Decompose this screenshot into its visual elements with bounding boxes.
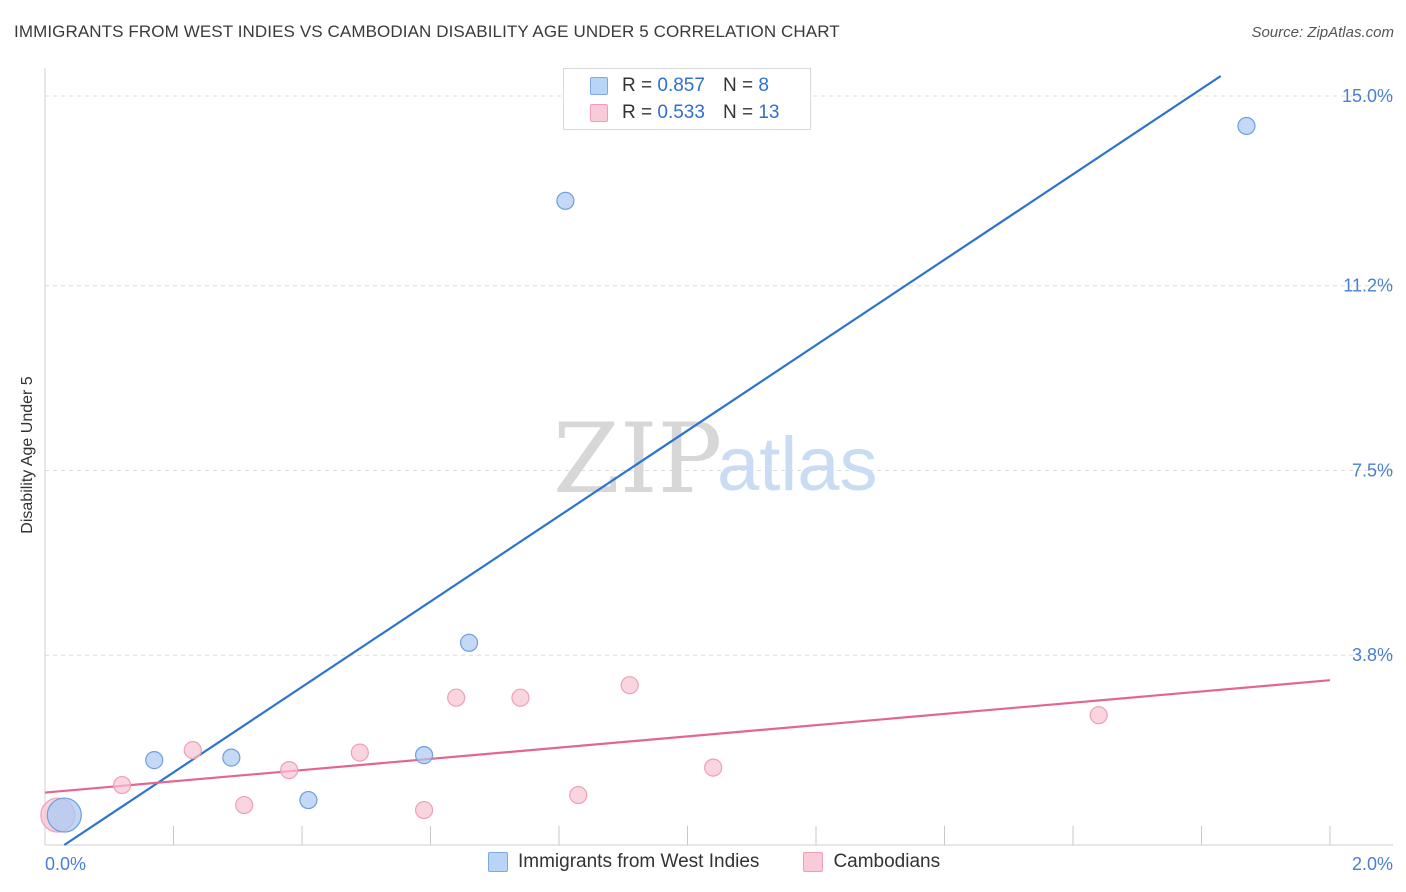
series-legend-west-indies: Immigrants from West Indies <box>488 851 759 873</box>
tick-labels: 3.8% 7.5% 11.2% 15.0% 0.0% 2.0% <box>45 86 1393 874</box>
data-point-cambodians <box>350 743 369 762</box>
x-tick-label: 0.0% <box>45 854 86 874</box>
legend-n-label: N = <box>722 75 754 96</box>
series-label-cambodians: Cambodians <box>833 851 941 872</box>
y-tick-label: 11.2% <box>1343 276 1393 296</box>
data-point-cambodians <box>112 775 132 795</box>
legend-row-cambodians: R = 0.533 N = 13 <box>590 101 779 125</box>
data-point-west-indies <box>414 746 434 765</box>
trend-line-cambodians <box>44 679 1331 794</box>
legend-r-value: 0.857 <box>657 75 705 96</box>
legend-r-value: 0.533 <box>657 102 705 123</box>
legend-n-label: N = <box>722 102 754 123</box>
data-point-west-indies <box>299 790 318 810</box>
legend-swatch-blue <box>590 77 608 95</box>
grid-lines <box>45 95 1393 656</box>
data-point-west-indies <box>46 797 82 833</box>
series-swatch-blue <box>488 852 508 872</box>
chart-title: IMMIGRANTS FROM WEST INDIES VS CAMBODIAN… <box>14 22 840 41</box>
legend-r-label: R = <box>622 102 653 123</box>
series-swatch-pink <box>803 852 824 872</box>
series-label-west-indies: Immigrants from West Indies <box>518 851 760 872</box>
correlation-legend: R = 0.857 N = 8 R = 0.533 N = 13 <box>563 68 811 130</box>
series-legend: Immigrants from West Indies Cambodians <box>488 851 940 873</box>
data-point-cambodians <box>447 688 466 707</box>
data-point-cambodians <box>1089 706 1108 725</box>
data-point-west-indies <box>145 751 164 770</box>
legend-n-value: 13 <box>758 102 780 123</box>
data-point-cambodians <box>569 785 588 805</box>
data-point-cambodians <box>235 795 254 815</box>
legend-r-label: R = <box>622 75 653 96</box>
axes <box>44 68 1393 846</box>
data-point-west-indies <box>556 191 575 210</box>
data-point-cambodians <box>183 741 202 760</box>
watermark-atlas: atlas <box>717 422 878 507</box>
trend-line-west-indies <box>63 75 1222 846</box>
data-point-cambodians <box>414 800 434 820</box>
trend-lines <box>44 75 1331 846</box>
watermark-zip: ZIP <box>553 403 722 515</box>
data-point-cambodians <box>511 688 530 707</box>
legend-n-value: 8 <box>758 75 769 96</box>
legend-swatch-pink <box>590 104 608 122</box>
source-credit: Source: ZipAtlas.com <box>1251 24 1394 41</box>
data-point-west-indies <box>222 748 241 767</box>
series-legend-cambodians: Cambodians <box>803 851 940 873</box>
data-point-cambodians <box>620 676 639 695</box>
data-point-cambodians <box>704 758 723 777</box>
watermark: ZIP atlas <box>553 403 878 515</box>
x-tick-label: 2.0% <box>1352 854 1393 874</box>
data-point-west-indies <box>1237 116 1256 136</box>
data-point-west-indies <box>459 633 479 652</box>
y-tick-label: 15.0% <box>1342 86 1393 106</box>
data-points <box>40 116 1256 833</box>
y-tick-label: 3.8% <box>1352 645 1393 665</box>
data-point-cambodians <box>280 760 299 780</box>
y-tick-label: 7.5% <box>1352 460 1393 480</box>
legend-row-west-indies: R = 0.857 N = 8 <box>590 74 769 98</box>
